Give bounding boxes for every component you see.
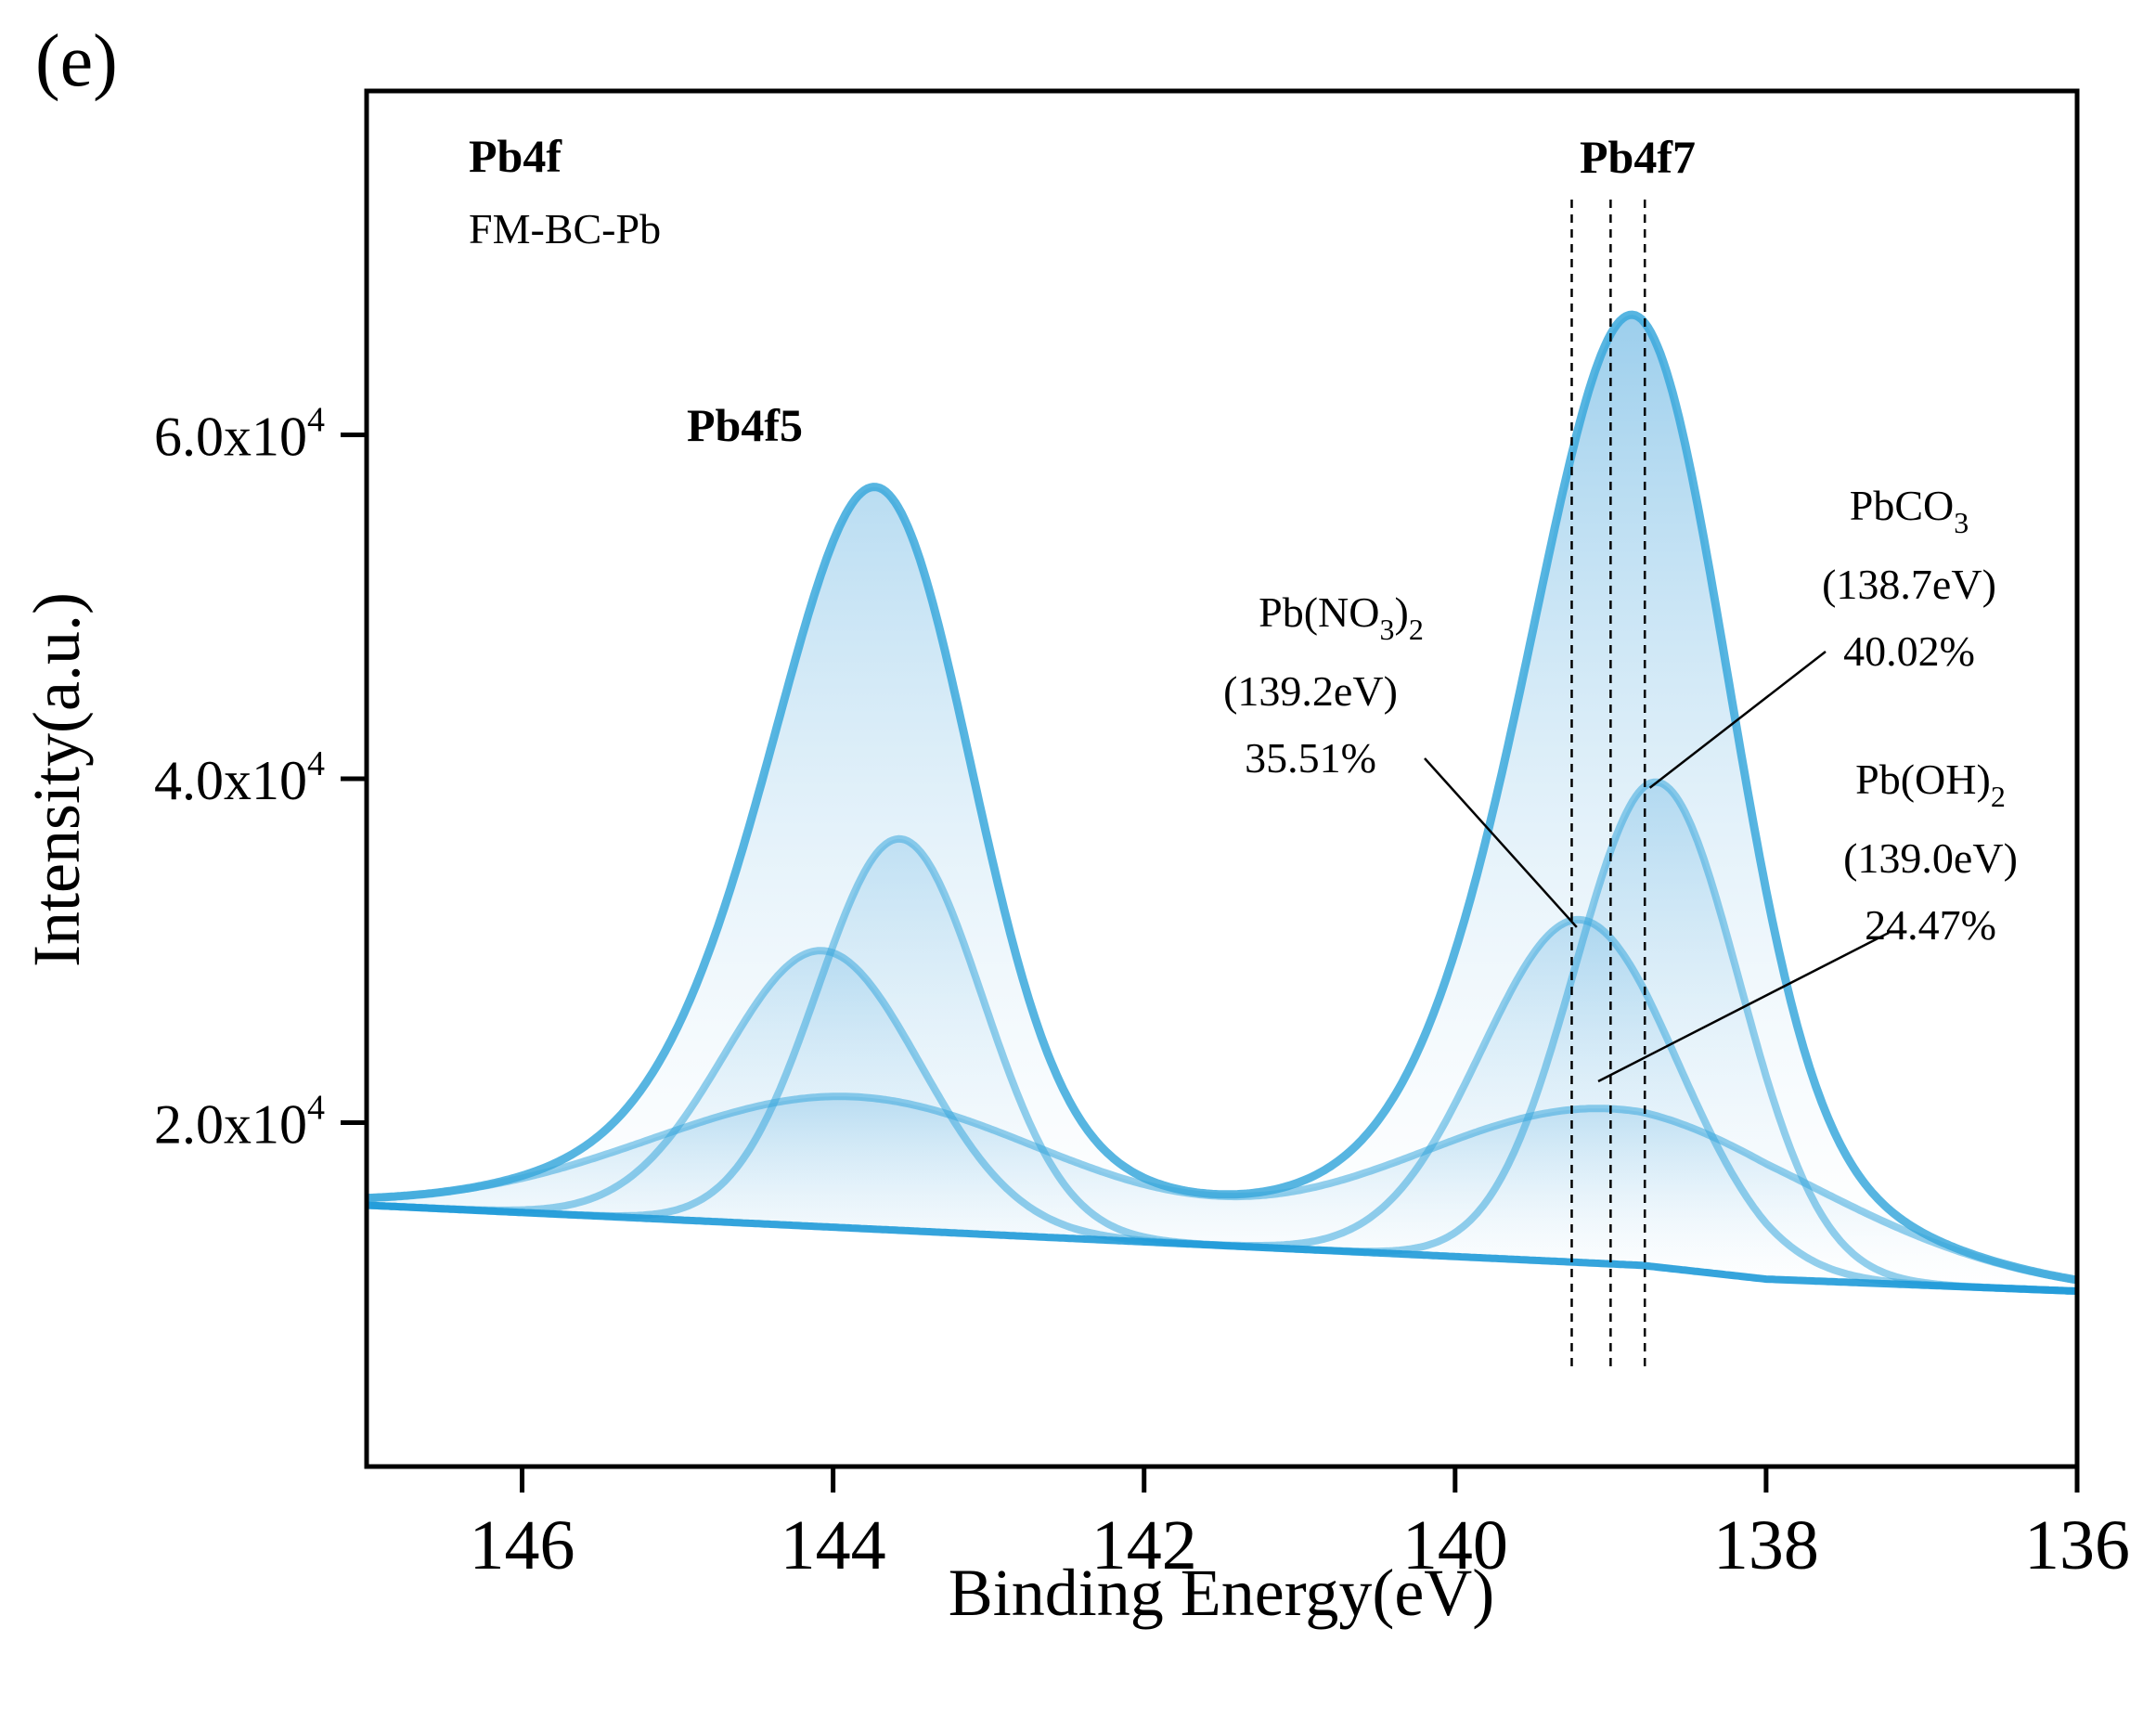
x-tick-label: 136 xyxy=(2024,1506,2130,1584)
panel-label: (e) xyxy=(35,20,118,102)
peak-label-pb4f5: Pb4f5 xyxy=(687,399,803,451)
x-axis-title: Binding Energy(eV) xyxy=(949,1556,1495,1630)
component-fills xyxy=(367,315,2077,1292)
baseline-line xyxy=(367,1201,2077,1295)
y-tick-label: 4.0x104 xyxy=(154,744,325,811)
leader-lines xyxy=(1424,651,1890,1083)
y-tick-label: 6.0x104 xyxy=(154,401,325,468)
component-pboh2-line xyxy=(367,1092,2077,1285)
marker-lines xyxy=(1570,200,1646,1369)
component-curves xyxy=(367,310,2077,1295)
annotation-no3-percent: 35.51% xyxy=(1245,734,1376,782)
annotation-oh-energy: (139.0eV) xyxy=(1843,834,2018,882)
annotation-co3-percent: 40.02% xyxy=(1843,627,1975,675)
x-axis-ticks: 146 144 142 140 138 136 xyxy=(470,1467,2130,1584)
x-tick-label: 138 xyxy=(1713,1506,1819,1584)
region-label: Pb4f xyxy=(469,130,562,182)
annotation-co3-name: PbCO3 xyxy=(1850,482,1969,539)
annotation-no3-name: Pb(NO3)2 xyxy=(1259,588,1424,646)
leader-co3 xyxy=(1648,651,1827,789)
leader-oh xyxy=(1597,931,1890,1083)
x-tick-label: 140 xyxy=(1402,1506,1508,1584)
y-axis-ticks: 2.0x104 4.0x104 6.0x104 xyxy=(154,401,367,1156)
x-tick-label: 144 xyxy=(781,1506,886,1584)
x-tick-label: 146 xyxy=(470,1506,575,1584)
y-tick-label: 2.0x104 xyxy=(154,1089,325,1156)
peak-label-pb4f7: Pb4f7 xyxy=(1580,131,1696,183)
x-tick-label: 142 xyxy=(1091,1506,1197,1584)
annotation-oh-name: Pb(OH)2 xyxy=(1855,756,2006,813)
component-pbco3-fill xyxy=(367,782,2077,1291)
sample-label: FM-BC-Pb xyxy=(469,205,661,252)
envelope-fill xyxy=(367,315,2077,1292)
annotation-oh-percent: 24.47% xyxy=(1865,901,1996,949)
annotation-co3-energy: (138.7eV) xyxy=(1822,561,1996,608)
y-axis-title: Intensity(a.u.) xyxy=(19,592,94,967)
annotation-no3-energy: (139.2eV) xyxy=(1223,667,1398,715)
leader-no3 xyxy=(1424,757,1578,928)
